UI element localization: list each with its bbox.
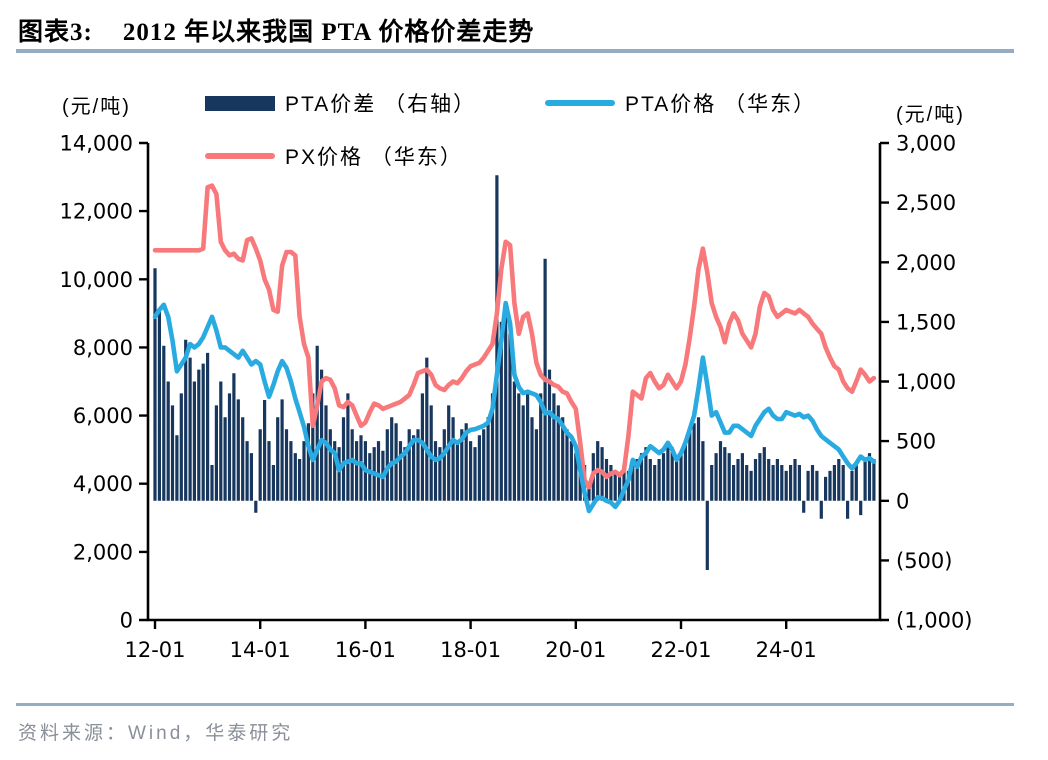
x-axis-tick-label: 24-01 [756, 638, 817, 662]
right-axis-tick-label: (500) [896, 549, 952, 573]
legend-label-pta-price: PTA价格 （华东） [625, 93, 817, 116]
left-axis-tick-label: 6,000 [73, 404, 133, 428]
left-axis-tick-label: 2,000 [73, 540, 133, 564]
left-axis-tick-label: 12,000 [60, 200, 133, 224]
right-axis-tick-label: 2,000 [896, 251, 956, 275]
legend-item-px-price[interactable]: PX价格 （华东） [205, 141, 463, 171]
right-axis-tick-label: 2,500 [896, 191, 956, 215]
right-axis-tick-label: (1,000) [896, 609, 973, 633]
right-axis-tick-label: 500 [896, 430, 936, 454]
legend-label-pta-spread: PTA价差 （右轴） [285, 93, 477, 116]
left-axis-tick-label: 4,000 [73, 472, 133, 496]
pta-spread-swatch [205, 95, 275, 111]
x-axis-tick-label: 22-01 [650, 638, 711, 662]
source-divider [16, 703, 1014, 706]
source-note: 资料来源：Wind，华泰研究 [18, 723, 294, 744]
left-axis-tick-label: 0 [120, 609, 133, 633]
pta-price-swatch [545, 100, 615, 106]
axis-ticks [139, 141, 889, 629]
px-price-line [152, 183, 877, 490]
chart-title-index: 图表3: [18, 19, 93, 46]
right-axis-tick-label: 1,500 [896, 310, 956, 334]
right-axis-unit: (元/吨) [896, 104, 965, 126]
x-axis-tick-label: 14-01 [230, 638, 291, 662]
left-axis-tick-label: 8,000 [73, 336, 133, 360]
pta-spread-bars [153, 175, 876, 570]
x-axis-tick-label: 16-01 [335, 638, 396, 662]
left-axis-tick-label: 10,000 [60, 268, 133, 292]
legend-item-pta-price[interactable]: PTA价格 （华东） [545, 88, 816, 118]
right-axis-tick-label: 3,000 [896, 132, 956, 156]
right-axis-tick-label: 1,000 [896, 370, 956, 394]
pta-price-line [152, 300, 877, 514]
right-axis-tick-label: 0 [896, 489, 909, 513]
left-axis-tick-label: 14,000 [60, 132, 133, 156]
x-axis-tick-label: 20-01 [545, 638, 606, 662]
legend-item-pta-spread[interactable]: PTA价差 （右轴） [205, 88, 476, 118]
x-axis-tick-label: 18-01 [440, 638, 501, 662]
chart-title: 图表3: 2012 年以来我国 PTA 价格价差走势 [18, 12, 534, 48]
x-axis-tick-label: 12-01 [124, 638, 185, 662]
chart-title-text: 2012 年以来我国 PTA 价格价差走势 [122, 19, 535, 46]
title-divider [16, 49, 1014, 53]
pta-price-spread-chart: 14,000 12,000 10,000 8,000 6,000 4,000 2,000 0 3… [60, 132, 973, 663]
px-price-swatch [205, 153, 275, 159]
left-axis-unit: (元/吨) [62, 96, 131, 118]
legend-label-px-price: PX价格 （华东） [285, 146, 463, 169]
